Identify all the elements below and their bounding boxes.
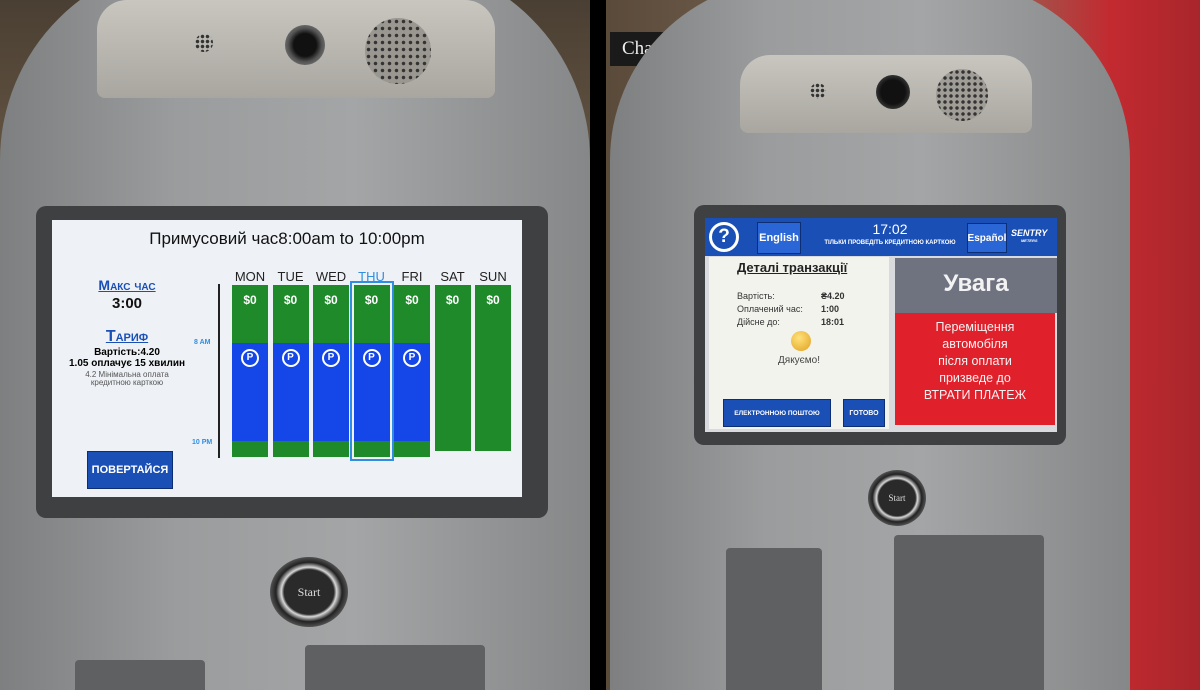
- meter-slot: [75, 660, 205, 690]
- tariff-rate: 1.05 оплачує 15 хвилин: [68, 358, 186, 369]
- start-button[interactable]: Start: [868, 470, 926, 526]
- brand-logo: SENTRY METERS: [1011, 228, 1047, 243]
- clock: 17:02: [872, 221, 908, 237]
- screen-title: Примусовий час8:00am to 10:00pm: [149, 229, 425, 248]
- photo-divider: [590, 0, 606, 690]
- time-axis: [218, 284, 220, 458]
- axis-end-label: 10 PM: [192, 439, 213, 446]
- warning-line: після оплати: [938, 354, 1012, 368]
- warning-line: Переміщення: [935, 320, 1015, 334]
- max-time-label: Макс час: [98, 277, 156, 293]
- day-label: THU: [358, 269, 385, 284]
- day-price: $0: [364, 293, 379, 307]
- transaction-screen: ? English 17:02 ТІЛЬКИ ПРОВЕДІТЬ КРЕДИТН…: [705, 218, 1057, 432]
- detail-value: 18:01: [821, 317, 845, 327]
- paid-period: P: [394, 343, 430, 441]
- warning-panel: Переміщення автомобіля після оплати призвед…: [895, 313, 1055, 425]
- parking-icon: P: [322, 349, 340, 367]
- start-button[interactable]: Start: [270, 557, 348, 627]
- warning-line: автомобіля: [942, 337, 1008, 351]
- parking-icon: P: [241, 349, 259, 367]
- day-bar[interactable]: $0 P: [349, 281, 394, 461]
- tariff-card: кредитною карткою: [90, 378, 164, 387]
- day-bar[interactable]: $0 P: [313, 285, 349, 457]
- day-label: WED: [315, 269, 347, 284]
- day-price: $0: [445, 293, 460, 307]
- warning-title: Увага: [943, 270, 1009, 297]
- day-label: MON: [234, 269, 266, 284]
- sensor-icon: [810, 83, 826, 99]
- espanol-button[interactable]: Español: [967, 223, 1007, 253]
- details-panel: Деталі транзакції Вартість: ₴4.20 Оплачен…: [709, 257, 889, 429]
- day-label: FRI: [401, 269, 423, 284]
- day-bar[interactable]: $0 P: [232, 285, 268, 457]
- left-meter-photo: Примусовий час8:00am to 10:00pm Макс час…: [0, 0, 590, 690]
- back-button[interactable]: ПОВЕРТАЙСЯ: [87, 451, 173, 489]
- day-label: SAT: [440, 269, 465, 284]
- day-label: TUE: [277, 269, 304, 284]
- detail-label: Вартість:: [737, 291, 775, 301]
- tariff-price: Вартість:4.20: [94, 347, 160, 358]
- meter-visor: [740, 55, 1032, 133]
- help-icon[interactable]: ?: [709, 222, 739, 252]
- speaker-icon: [365, 18, 431, 84]
- meter-slot: [894, 535, 1044, 690]
- paid-period: P: [353, 343, 390, 441]
- day-price: $0: [324, 293, 338, 307]
- header-bar: ? English 17:02 ТІЛЬКИ ПРОВЕДІТЬ КРЕДИТН…: [705, 218, 1057, 256]
- day-price: $0: [405, 293, 419, 307]
- day-bar[interactable]: $0: [434, 285, 471, 451]
- parking-icon: P: [281, 349, 300, 367]
- day-price: $0: [486, 293, 500, 307]
- brand-name: SENTRY: [1011, 228, 1048, 238]
- schedule-screen: Примусовий час8:00am to 10:00pm Макс час…: [52, 220, 522, 497]
- details-title: Деталі транзакції: [737, 260, 848, 275]
- day-price: $0: [283, 293, 298, 307]
- parking-icon: P: [403, 349, 421, 367]
- max-time-value: 3:00: [111, 295, 143, 312]
- day-bar[interactable]: $0 P: [394, 285, 430, 457]
- done-button[interactable]: ГОТОВО: [843, 399, 885, 427]
- meter-visor: [97, 0, 495, 98]
- tariff-min: 4.2 Мінімальна оплата: [85, 370, 169, 379]
- speaker-icon: [936, 69, 988, 121]
- paid-period: P: [232, 343, 268, 441]
- camera-icon: [285, 25, 325, 65]
- warning-line: ВТРАТИ ПЛАТЕЖ: [923, 388, 1027, 402]
- brand-sub: METERS: [1020, 238, 1038, 243]
- day-price: $0: [243, 293, 257, 307]
- day-bar[interactable]: $0: [475, 285, 511, 451]
- paid-period: P: [313, 343, 349, 441]
- warning-line: призведе до: [939, 371, 1011, 385]
- paid-period: P: [272, 343, 309, 441]
- detail-value: ₴4.20: [821, 291, 845, 301]
- axis-start-label: 8 AM: [194, 339, 211, 346]
- english-button[interactable]: English: [757, 222, 801, 254]
- day-label: SUN: [479, 269, 507, 284]
- day-bar[interactable]: $0 P: [272, 285, 309, 457]
- meter-slot: [305, 645, 485, 690]
- sensor-icon: [195, 34, 213, 52]
- detail-label: Оплачений час:: [737, 304, 803, 314]
- right-meter-photo: Chantal ? English 17:02 ТІЛЬКИ ПРОВЕДІТЬ…: [606, 0, 1200, 690]
- swipe-instruction: ТІЛЬКИ ПРОВЕДІТЬ КРЕДИТНОЮ КАРТКОЮ: [824, 240, 956, 246]
- tariff-label: Тариф: [105, 328, 149, 345]
- smiley-icon: [791, 331, 811, 351]
- meter-slot: [726, 548, 822, 690]
- parking-icon: P: [362, 349, 381, 367]
- warning-header: Увага: [895, 258, 1057, 313]
- camera-icon: [876, 75, 910, 109]
- thanks-text: Дякуємо!: [778, 355, 820, 366]
- detail-label: Дійсне до:: [737, 317, 780, 327]
- detail-value: 1:00: [821, 304, 840, 314]
- email-button[interactable]: ЕЛЕКТРОННОЮ ПОШТОЮ: [723, 399, 831, 427]
